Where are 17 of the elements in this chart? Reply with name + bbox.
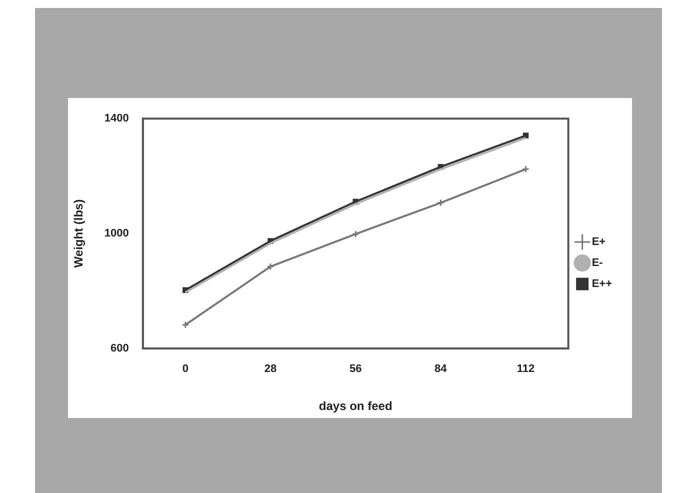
x-axis-title: days on feed [318,399,392,414]
legend-label: E++ [592,278,612,290]
y-axis-title: Weight (lbs) [72,199,86,268]
y-tick-label: 1000 [104,228,129,240]
x-tick-label: 112 [516,363,535,376]
x-tick-label: 28 [264,363,277,376]
point [522,132,529,138]
x-tick-label: 84 [434,363,448,376]
point [266,262,274,270]
y-tick-label: 600 [110,342,129,354]
point [436,199,444,207]
legend-label: E+ [592,236,606,248]
legend-label: E- [592,257,604,270]
y-tick-label: 1400 [104,112,129,125]
x-tick-label: 56 [349,363,362,376]
x-tick-label: 0 [182,363,188,376]
point [352,230,360,238]
